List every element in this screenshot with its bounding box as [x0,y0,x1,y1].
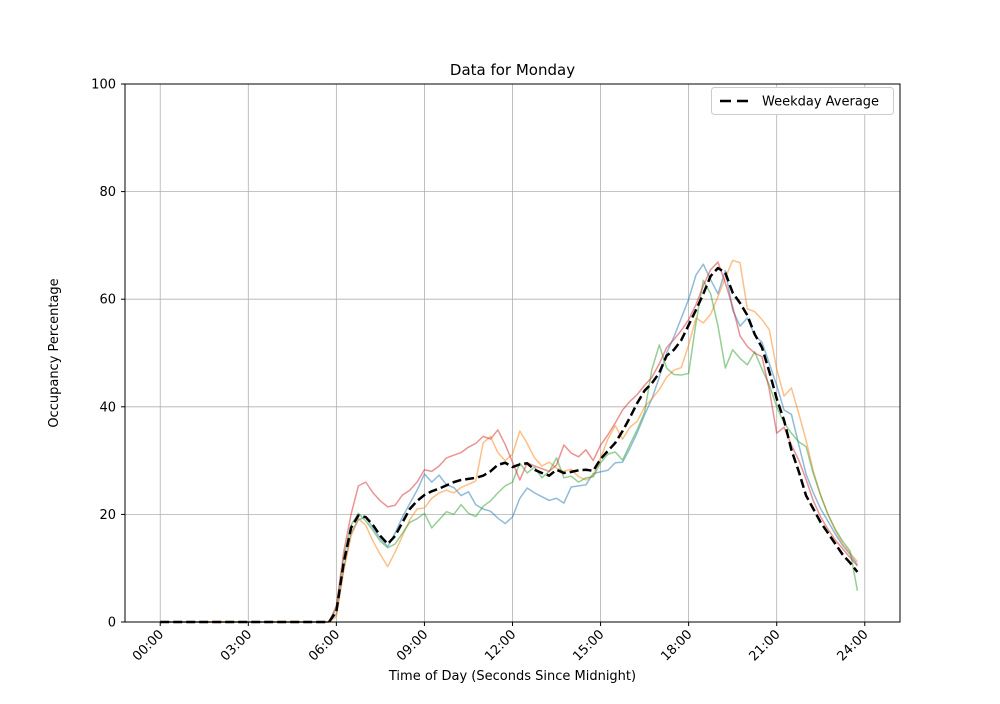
day-orange-line [160,259,859,623]
x-tick-label: 03:00 [218,627,255,664]
axes-layer: 00:00 03:00 06:00 09:00 12:00 15:00 18:00 21:00… [91,78,901,664]
grid-layer [125,83,900,623]
y-tick-label: 0 [108,616,116,631]
x-tick-label: 15:00 [570,627,607,664]
chart-title: Data for Monday [450,61,575,79]
y-tick-label: 40 [99,400,116,415]
legend-box [711,87,894,115]
x-tick-label: 24:00 [835,627,872,664]
y-axis-label: Occupancy Percentage [47,278,62,427]
x-tick-label: 21:00 [746,627,783,664]
x-axis-label: Time of Day (Seconds Since Midnight) [388,669,636,684]
day-red-line [160,261,859,623]
y-tick-label: 20 [99,508,116,523]
x-tick-label: 18:00 [658,627,695,664]
y-tick-label: 100 [91,78,116,93]
y-tick-label: 80 [99,185,116,200]
legend: Weekday Average [711,87,894,115]
x-tick-label: 06:00 [306,627,343,664]
x-tick-label: 00:00 [130,627,167,664]
legend-label: Weekday Average [762,95,879,110]
weekday-average-line [160,266,859,624]
series-layer [160,259,859,624]
x-tick-label: 12:00 [482,627,519,664]
day-blue-line [160,263,859,623]
x-tick-label: 09:00 [394,627,431,664]
y-tick-label: 60 [99,293,116,308]
